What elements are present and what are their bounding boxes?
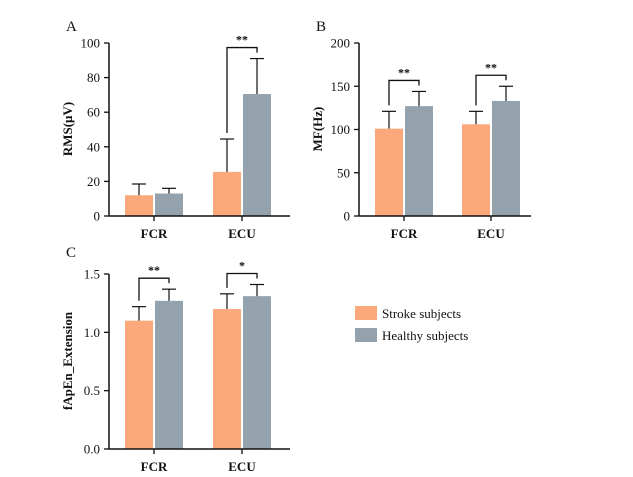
- panel-c-significance-label-ecu: *: [239, 259, 245, 273]
- panel-b-y-tick-label: 0: [344, 209, 351, 224]
- panel-c-ylabel: fApEn_Extension: [60, 311, 75, 410]
- panel-c-bar-healthy-ecu: [243, 296, 271, 449]
- panel-b-y-tick-label: 100: [331, 122, 351, 137]
- panel-b-category-label-ecu: ECU: [477, 226, 505, 241]
- panel-b: B MF(Hz) FCR ECU ** ** 0 50 100 150 200: [310, 19, 531, 241]
- panel-c: C fApEn_Extension FCR ECU** *0.00.51.01.5: [60, 245, 290, 474]
- panel-c-bar-stroke-fcr: [125, 320, 153, 449]
- panel-b-bar-healthy-fcr: [405, 106, 433, 216]
- legend: Stroke subjects Healthy subjects: [355, 306, 468, 343]
- panel-b-bar-healthy-ecu: [492, 100, 520, 216]
- panel-c-significance-bracket-fcr: [138, 277, 170, 301]
- panel-a-bar-stroke-ecu: [213, 171, 241, 216]
- panel-b-significance-label-fcr: **: [398, 65, 410, 79]
- panel-c-significance-label-fcr: **: [148, 263, 160, 277]
- panel-c-y-tick-label: 0.0: [84, 442, 100, 457]
- panel-b-y-tick-label: 200: [331, 36, 351, 51]
- panel-a-category-label-fcr: FCR: [141, 226, 168, 241]
- panel-c-category-label-ecu: ECU: [228, 459, 256, 474]
- panel-a-significance-bracket-ecu: [226, 46, 258, 134]
- panel-c-significance-bracket-ecu: [226, 272, 258, 288]
- legend-healthy-label: Healthy subjects: [382, 328, 468, 343]
- legend-stroke-swatch: [355, 306, 377, 320]
- panel-a-y-tick-label: 100: [81, 36, 101, 51]
- panel-a-y-tick-label: 0: [94, 209, 101, 224]
- panel-b-y-tick-label: 150: [331, 79, 351, 94]
- panel-a-bar-healthy-ecu: [243, 94, 271, 216]
- panel-b-significance-bracket-ecu: [475, 74, 507, 106]
- panel-b-letter: B: [316, 19, 326, 35]
- panel-b-significance-bracket-fcr: [388, 79, 420, 106]
- panel-a-y-tick-label: 80: [87, 70, 100, 85]
- legend-stroke-label: Stroke subjects: [382, 306, 461, 321]
- panel-a-bar-healthy-fcr: [155, 193, 183, 216]
- panel-b-significance-label-ecu: **: [485, 60, 497, 74]
- panel-a-y-tick-label: 20: [87, 174, 100, 189]
- panel-c-y-tick-label: 0.5: [84, 383, 100, 398]
- panel-c-category-label-fcr: FCR: [141, 459, 168, 474]
- panel-a-category-label-ecu: ECU: [228, 226, 256, 241]
- panel-b-ylabel: MF(Hz): [310, 107, 325, 152]
- panel-a-ylabel: RMS(μV): [60, 102, 75, 156]
- panel-c-bar-healthy-fcr: [155, 300, 183, 449]
- panel-a-bar-stroke-fcr: [125, 195, 153, 216]
- panel-a-y-tick-label: 60: [87, 105, 100, 120]
- panel-a-y-tick-label: 40: [87, 139, 100, 154]
- panel-a-letter: A: [66, 19, 77, 35]
- panel-b-bar-stroke-ecu: [462, 124, 490, 216]
- panel-c-y-tick-label: 1.0: [84, 325, 100, 340]
- panel-b-category-label-fcr: FCR: [391, 226, 418, 241]
- panel-a-significance-label-ecu: **: [236, 33, 248, 47]
- panel-c-bar-stroke-ecu: [213, 309, 241, 449]
- panel-c-y-tick-label: 1.5: [84, 267, 100, 282]
- panel-a: A RMS(μV) FCR ECU ** 0 20 40 60 80 100: [60, 19, 290, 241]
- panel-c-letter: C: [66, 245, 76, 261]
- panel-b-y-tick-label: 50: [337, 165, 350, 180]
- legend-healthy-swatch: [355, 328, 377, 342]
- panel-b-bar-stroke-fcr: [375, 128, 403, 216]
